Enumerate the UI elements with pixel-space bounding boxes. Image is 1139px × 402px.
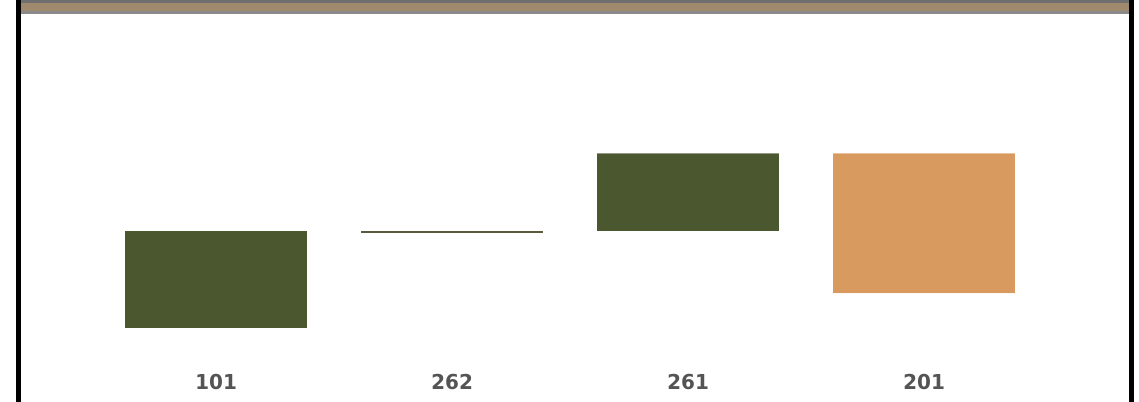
category-label-262: 262: [431, 370, 473, 394]
category-label-101: 101: [195, 370, 237, 394]
bar-101: [125, 231, 307, 328]
bar-262: [361, 231, 543, 233]
header-band: [16, 0, 1134, 14]
left-border: [16, 0, 21, 402]
category-label-201: 201: [903, 370, 945, 394]
right-border: [1129, 0, 1134, 402]
bar-261: [597, 153, 779, 231]
category-label-261: 261: [667, 370, 709, 394]
bar-201: [833, 153, 1015, 294]
